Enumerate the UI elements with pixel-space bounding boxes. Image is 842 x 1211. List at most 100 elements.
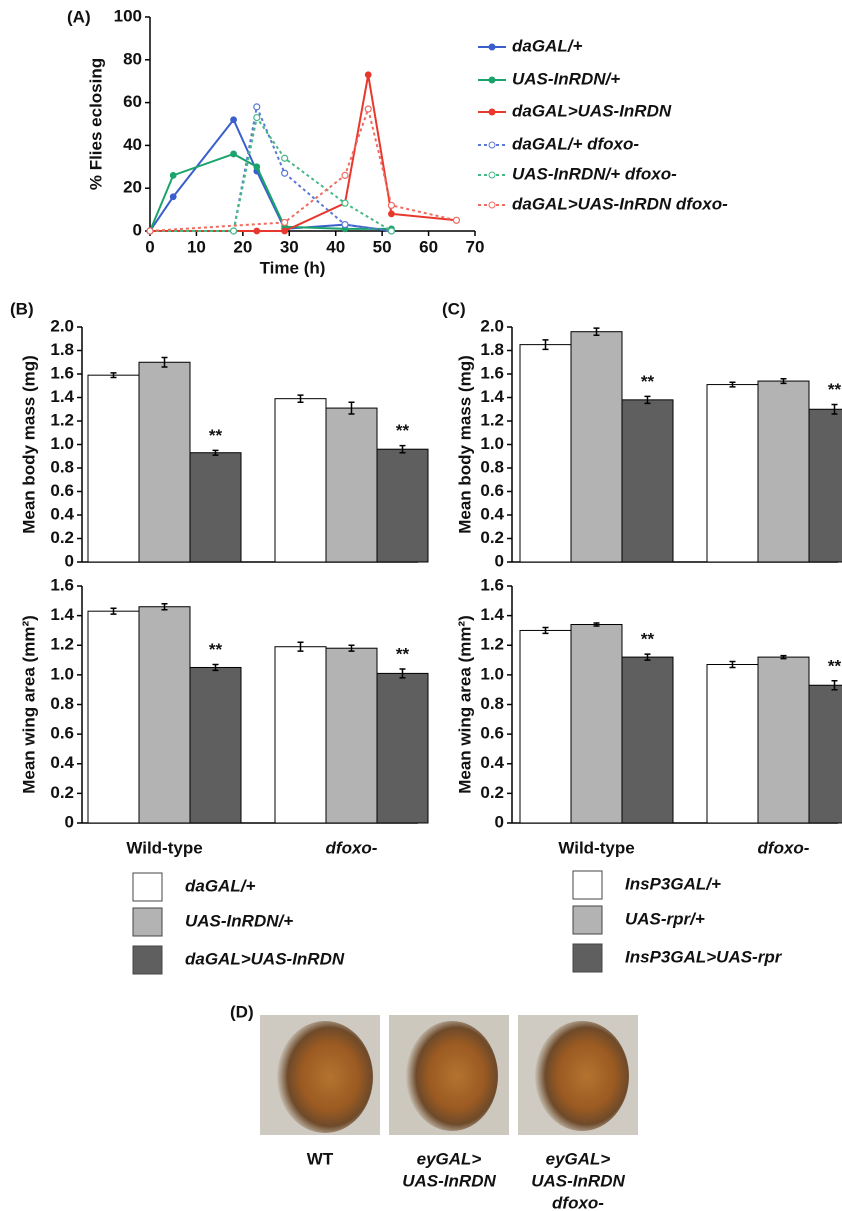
bar — [622, 400, 673, 562]
bar — [275, 399, 326, 562]
y-axis-label: Mean wing area (mm²) — [455, 615, 474, 794]
y-tick-label: 0.8 — [480, 694, 504, 713]
legend-marker — [489, 172, 495, 178]
legend-label: UAS-InRDN/+ dfoxo- — [512, 164, 677, 183]
y-tick-label: 0.4 — [480, 753, 504, 772]
significance: ** — [396, 421, 410, 440]
point — [147, 228, 153, 234]
point — [388, 202, 394, 208]
point — [282, 228, 288, 234]
y-tick-label: 0 — [65, 551, 74, 570]
bar — [622, 657, 673, 823]
y-tick-label: 0.8 — [50, 694, 74, 713]
y-tick-label: 0.2 — [480, 528, 504, 547]
y-axis-label: Mean body mass (mg) — [455, 355, 474, 534]
y-tick-label: 2.0 — [50, 316, 74, 335]
y-tick-label: 0.2 — [50, 783, 74, 802]
point — [365, 72, 371, 78]
legend-marker — [489, 44, 495, 50]
x-tick-label: Wild-type — [558, 838, 634, 857]
point — [254, 104, 260, 110]
significance: ** — [641, 372, 655, 391]
legend-swatch — [573, 906, 602, 934]
point — [389, 211, 395, 217]
significance: ** — [209, 640, 223, 659]
point — [342, 200, 348, 206]
x-tick-label: dfoxo- — [758, 838, 810, 857]
legend-marker — [489, 142, 495, 148]
x-tick-label: 10 — [187, 237, 206, 256]
point — [254, 228, 260, 234]
bar — [326, 408, 377, 562]
bar — [326, 648, 377, 823]
legend-marker — [489, 202, 495, 208]
y-tick-label: 0 — [495, 812, 504, 831]
legend-swatch — [133, 908, 162, 936]
y-tick-label: 0.6 — [50, 724, 74, 743]
panel-label: (D) — [230, 1002, 254, 1021]
y-tick-label: 0.2 — [50, 528, 74, 547]
y-tick-label: 1.0 — [480, 434, 504, 453]
y-tick-label: 1.4 — [50, 605, 74, 624]
significance: ** — [641, 630, 655, 649]
bar — [707, 665, 758, 823]
point — [342, 172, 348, 178]
point — [231, 228, 237, 234]
y-tick-label: 0.4 — [480, 504, 504, 523]
y-tick-label: 1.4 — [480, 387, 504, 406]
bar — [758, 381, 809, 562]
y-axis-label: Mean wing area (mm²) — [19, 615, 38, 794]
y-tick-label: 60 — [123, 92, 142, 111]
point — [388, 228, 394, 234]
x-tick-label: dfoxo- — [326, 838, 378, 857]
y-tick-label: 40 — [123, 135, 142, 154]
y-tick-label: 1.2 — [480, 635, 504, 654]
x-tick-label: 40 — [326, 237, 345, 256]
x-tick-label: 60 — [419, 237, 438, 256]
bar — [520, 345, 571, 562]
x-tick-label: 0 — [145, 237, 154, 256]
y-tick-label: 80 — [123, 49, 142, 68]
point — [282, 219, 288, 225]
photo-eye — [535, 1021, 629, 1131]
panel-label: (C) — [442, 299, 466, 318]
x-tick-label: 50 — [373, 237, 392, 256]
point — [170, 173, 176, 179]
y-tick-label: 1.2 — [50, 635, 74, 654]
y-tick-label: 1.4 — [480, 605, 504, 624]
y-tick-label: 1.6 — [50, 575, 74, 594]
legend-label: daGAL>UAS-InRDN — [185, 949, 345, 968]
point — [282, 155, 288, 161]
photo-caption: dfoxo- — [552, 1193, 604, 1211]
figure: (D) 020406080100% Flies eclosing(A)01020… — [0, 0, 842, 1211]
y-tick-label: 1.0 — [50, 434, 74, 453]
point — [254, 115, 260, 121]
panel-d-images — [260, 1015, 638, 1135]
panel-label: (B) — [10, 299, 34, 318]
y-tick-label: 0 — [65, 812, 74, 831]
series-line — [150, 107, 391, 231]
y-tick-label: 0.4 — [50, 753, 74, 772]
y-tick-label: 1.2 — [480, 410, 504, 429]
series-line — [150, 118, 391, 231]
bar — [377, 673, 428, 823]
x-tick-label: 70 — [466, 237, 485, 256]
bar — [275, 647, 326, 823]
photo-caption: eyGAL> — [417, 1149, 482, 1168]
y-axis-label: % Flies eclosing — [86, 58, 105, 190]
significance: ** — [209, 426, 223, 445]
y-tick-label: 100 — [114, 6, 142, 25]
legend-label: daGAL>UAS-InRDN dfoxo- — [512, 194, 728, 213]
significance: ** — [828, 380, 842, 399]
legend-swatch — [133, 873, 162, 901]
point — [254, 164, 260, 170]
y-tick-label: 20 — [123, 178, 142, 197]
y-tick-label: 0.6 — [480, 724, 504, 743]
y-tick-label: 1.6 — [50, 363, 74, 382]
photo-caption: UAS-InRDN — [402, 1171, 496, 1190]
photo-caption: eyGAL> — [546, 1149, 611, 1168]
bar — [139, 362, 190, 562]
x-tick-label: Wild-type — [126, 838, 202, 857]
bar — [520, 630, 571, 823]
point — [231, 117, 237, 123]
